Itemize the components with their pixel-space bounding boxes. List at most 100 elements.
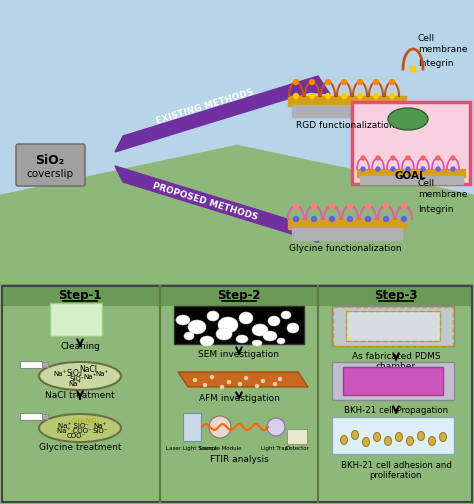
Circle shape [374,94,379,98]
Circle shape [374,80,379,85]
Ellipse shape [281,311,291,319]
Text: Cell
membrane: Cell membrane [418,179,467,199]
Circle shape [410,66,416,72]
Ellipse shape [200,336,214,346]
Text: FTIR analysis: FTIR analysis [210,456,268,465]
Circle shape [279,377,282,381]
Circle shape [401,217,407,221]
Circle shape [220,386,224,389]
Circle shape [311,217,317,221]
Polygon shape [0,144,474,219]
Circle shape [357,94,363,98]
Text: SiO₂: SiO₂ [36,154,64,166]
Ellipse shape [188,320,206,334]
Circle shape [293,80,299,85]
Circle shape [238,383,241,386]
Ellipse shape [252,324,268,336]
Bar [292,105,402,117]
Text: COO⁻: COO⁻ [66,433,86,439]
Text: Cleaning: Cleaning [60,342,100,351]
Text: NaCl treatment: NaCl treatment [45,391,115,400]
Circle shape [383,217,389,221]
Polygon shape [310,76,330,94]
Text: Na⁺ SiO⁻: Na⁺ SiO⁻ [58,423,90,429]
Text: Na⁺: Na⁺ [68,381,82,387]
Polygon shape [0,0,474,194]
Ellipse shape [407,436,413,446]
Ellipse shape [252,340,262,346]
Circle shape [293,204,299,209]
Text: Light Trap: Light Trap [262,446,289,451]
Circle shape [311,204,317,209]
Circle shape [203,384,207,387]
Text: Cell
membrane: Cell membrane [418,34,467,54]
Ellipse shape [268,316,280,326]
Ellipse shape [184,332,194,340]
Circle shape [390,94,394,98]
Bar [343,367,443,395]
Circle shape [326,80,330,85]
Circle shape [347,204,353,209]
Text: Sample Module: Sample Module [199,446,241,451]
Circle shape [193,379,197,382]
Circle shape [436,156,440,160]
Text: Na⁺: Na⁺ [93,423,107,429]
Ellipse shape [384,436,392,446]
Ellipse shape [340,435,347,445]
Ellipse shape [287,323,299,333]
Bar [2,284,472,306]
Bar [174,306,304,344]
Circle shape [401,204,407,209]
Bar [20,413,42,420]
Circle shape [383,204,389,209]
Circle shape [273,383,276,386]
Bar [42,414,48,419]
Text: SiO⁻: SiO⁻ [69,376,85,382]
Ellipse shape [418,431,425,440]
Text: RGD functionalization: RGD functionalization [296,121,394,130]
Circle shape [357,80,363,85]
Text: Na⁺: Na⁺ [54,371,67,377]
Circle shape [293,217,299,221]
Bar [288,219,406,229]
Ellipse shape [39,362,121,390]
Ellipse shape [236,335,248,343]
Circle shape [451,167,455,171]
Circle shape [361,156,365,160]
Circle shape [326,94,330,98]
Ellipse shape [374,432,381,442]
Circle shape [391,156,395,160]
Circle shape [341,94,346,98]
Text: SEM investigation: SEM investigation [199,350,280,359]
Ellipse shape [388,108,428,130]
Text: coverslip: coverslip [27,169,73,179]
Circle shape [361,167,365,171]
Ellipse shape [216,328,232,340]
Circle shape [347,217,353,221]
Text: BKH-21 cell Propagation: BKH-21 cell Propagation [344,406,448,415]
Ellipse shape [239,312,253,324]
Bar [183,413,201,441]
Polygon shape [115,166,318,242]
Text: Na⁺: Na⁺ [83,374,97,380]
Text: Glycine functionalization: Glycine functionalization [289,244,401,253]
Circle shape [245,376,247,380]
Text: Na⁺: Na⁺ [95,371,109,377]
Circle shape [421,156,425,160]
Text: AFM investigation: AFM investigation [199,394,280,403]
Circle shape [209,416,231,438]
Circle shape [376,167,380,171]
Text: C₂H₅NO₂: C₂H₅NO₂ [70,418,100,424]
Polygon shape [115,76,318,152]
Bar [332,362,454,400]
Circle shape [451,156,455,160]
Circle shape [310,80,315,85]
Bar [0,0,474,219]
Text: Step-1: Step-1 [58,288,102,301]
Ellipse shape [39,414,121,442]
Text: Glycine treatment: Glycine treatment [39,444,121,453]
Bar [20,361,42,368]
Ellipse shape [352,430,358,439]
Circle shape [391,167,395,171]
Circle shape [365,204,371,209]
